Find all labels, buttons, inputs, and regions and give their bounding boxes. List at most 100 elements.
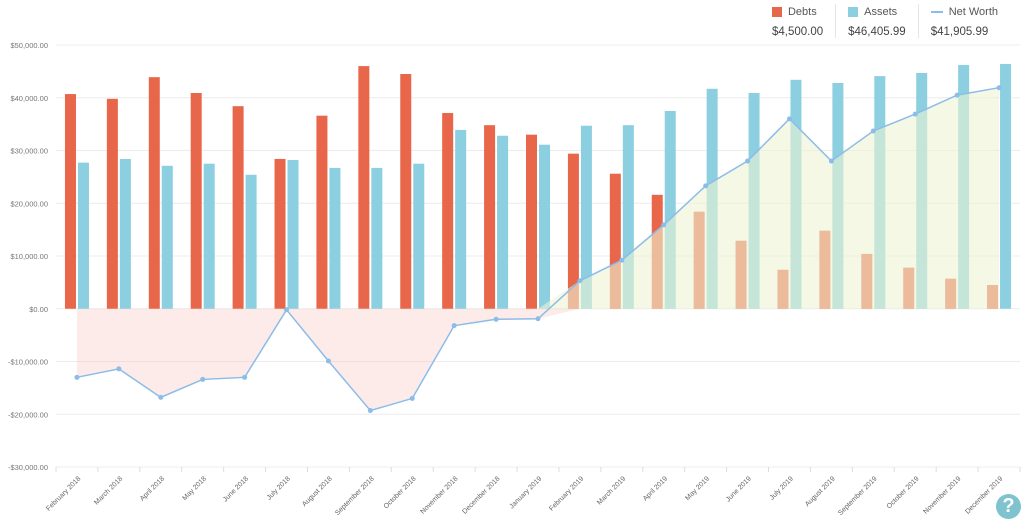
positive-area [76, 87, 1000, 309]
x-tick-label: June 2019 [725, 475, 753, 503]
x-tick-label: April 2018 [139, 475, 166, 502]
asset-bar [622, 125, 634, 309]
asset-bar [539, 144, 550, 309]
net-worth-point [661, 222, 667, 228]
net-worth-point [870, 128, 876, 134]
net-worth-point [786, 116, 792, 122]
y-tick-label: -$30,000.00 [8, 463, 48, 472]
y-tick-label: $0.00 [29, 305, 48, 314]
debt-bar [609, 173, 621, 309]
help-icon: ? [1002, 495, 1015, 517]
debt-bar [358, 66, 370, 309]
debt-bar [442, 113, 454, 309]
asset-bar [203, 163, 215, 309]
asset-bar [497, 135, 509, 309]
x-tick-label: May 2018 [181, 475, 208, 502]
x-tick-label: September 2018 [334, 475, 376, 517]
asset-bar [119, 158, 131, 309]
x-tick-label: October 2019 [886, 475, 921, 510]
net-worth-point [451, 323, 457, 329]
legend-label: Net Worth [948, 6, 998, 18]
x-tick-label: February 2018 [45, 475, 82, 512]
help-button[interactable]: ? [996, 494, 1021, 519]
net-worth-point [200, 376, 206, 382]
legend-swatch-icon [848, 7, 859, 17]
asset-bar [413, 163, 425, 309]
x-tick-label: September 2019 [837, 475, 879, 517]
asset-bar [245, 174, 257, 309]
legend-item-assets[interactable]: Assets $46,405.99 [835, 4, 918, 38]
legend-label: Debts [787, 6, 817, 18]
debt-bar [232, 106, 244, 309]
debt-bar [526, 134, 537, 309]
net-worth-point [409, 395, 415, 401]
legend-swatch-icon [771, 7, 782, 17]
asset-bar [1000, 63, 1012, 309]
net-worth-point [158, 394, 164, 400]
x-tick-label: July 2018 [266, 475, 292, 501]
x-tick-label: July 2019 [769, 475, 795, 501]
x-tick-label: January 2019 [508, 475, 543, 510]
debt-bar [316, 115, 328, 309]
asset-bar [580, 125, 592, 309]
debt-bar [190, 93, 202, 309]
debt-bar [274, 158, 286, 309]
y-tick-label: $50,000.00 [10, 41, 48, 50]
y-tick-label: $40,000.00 [10, 94, 48, 103]
net-worth-point [325, 358, 331, 364]
legend-label: Assets [864, 6, 898, 18]
net-worth-point [954, 92, 960, 98]
negative-area [76, 308, 1000, 411]
net-worth-point [828, 158, 834, 164]
net-worth-point [745, 158, 751, 164]
net-worth-point [703, 183, 709, 189]
x-tick-label: February 2019 [548, 475, 585, 512]
net-worth-point [242, 374, 248, 380]
net-worth-point [493, 316, 499, 322]
y-tick-label: -$10,000.00 [8, 358, 48, 367]
debt-bar [64, 94, 76, 309]
debt-bar [400, 74, 412, 309]
asset-bar [77, 162, 89, 309]
x-tick-label: March 2019 [596, 475, 627, 506]
x-tick-label: November 2018 [419, 475, 459, 515]
debt-bar [484, 125, 496, 309]
net-worth-point [74, 374, 80, 380]
debt-bar [148, 77, 160, 309]
x-tick-label: August 2018 [301, 475, 334, 508]
legend-item-debts[interactable]: Debts $4,500.00 [760, 4, 835, 38]
net-worth-point [116, 366, 122, 372]
legend-value: $41,905.99 [930, 26, 989, 38]
debt-bar [567, 153, 579, 309]
y-tick-label: $30,000.00 [10, 147, 48, 156]
net-worth-point [996, 85, 1002, 91]
x-tick-label: August 2019 [804, 475, 837, 508]
legend-value: $46,405.99 [848, 26, 906, 38]
x-tick-label: June 2018 [222, 475, 250, 503]
x-tick-label: December 2018 [461, 475, 501, 515]
asset-bar [664, 110, 676, 309]
net-worth-point [284, 307, 290, 313]
y-tick-label: -$20,000.00 [8, 410, 48, 419]
y-tick-label: $10,000.00 [10, 252, 48, 261]
asset-bar [371, 167, 383, 309]
y-tick-label: $20,000.00 [10, 199, 48, 208]
x-tick-label: March 2018 [93, 475, 124, 506]
x-tick-label: April 2019 [642, 475, 669, 502]
net-worth-point [367, 408, 373, 414]
debt-bar [106, 98, 118, 309]
net-worth-point [912, 111, 918, 117]
asset-bar [161, 165, 173, 309]
x-tick-label: November 2019 [922, 475, 962, 515]
net-worth-point [535, 316, 541, 322]
net-worth-point [577, 278, 583, 284]
asset-bar [455, 129, 467, 309]
x-tick-label: October 2018 [383, 475, 418, 510]
asset-bar [287, 159, 299, 309]
legend-item-net-worth[interactable]: Net Worth $41,905.99 [917, 4, 1010, 38]
x-tick-label: May 2019 [684, 475, 711, 502]
legend-swatch-icon [930, 11, 943, 13]
legend: Debts $4,500.00 Assets $46,405.99 Net Worth $… [760, 4, 1010, 38]
asset-bar [329, 167, 341, 309]
